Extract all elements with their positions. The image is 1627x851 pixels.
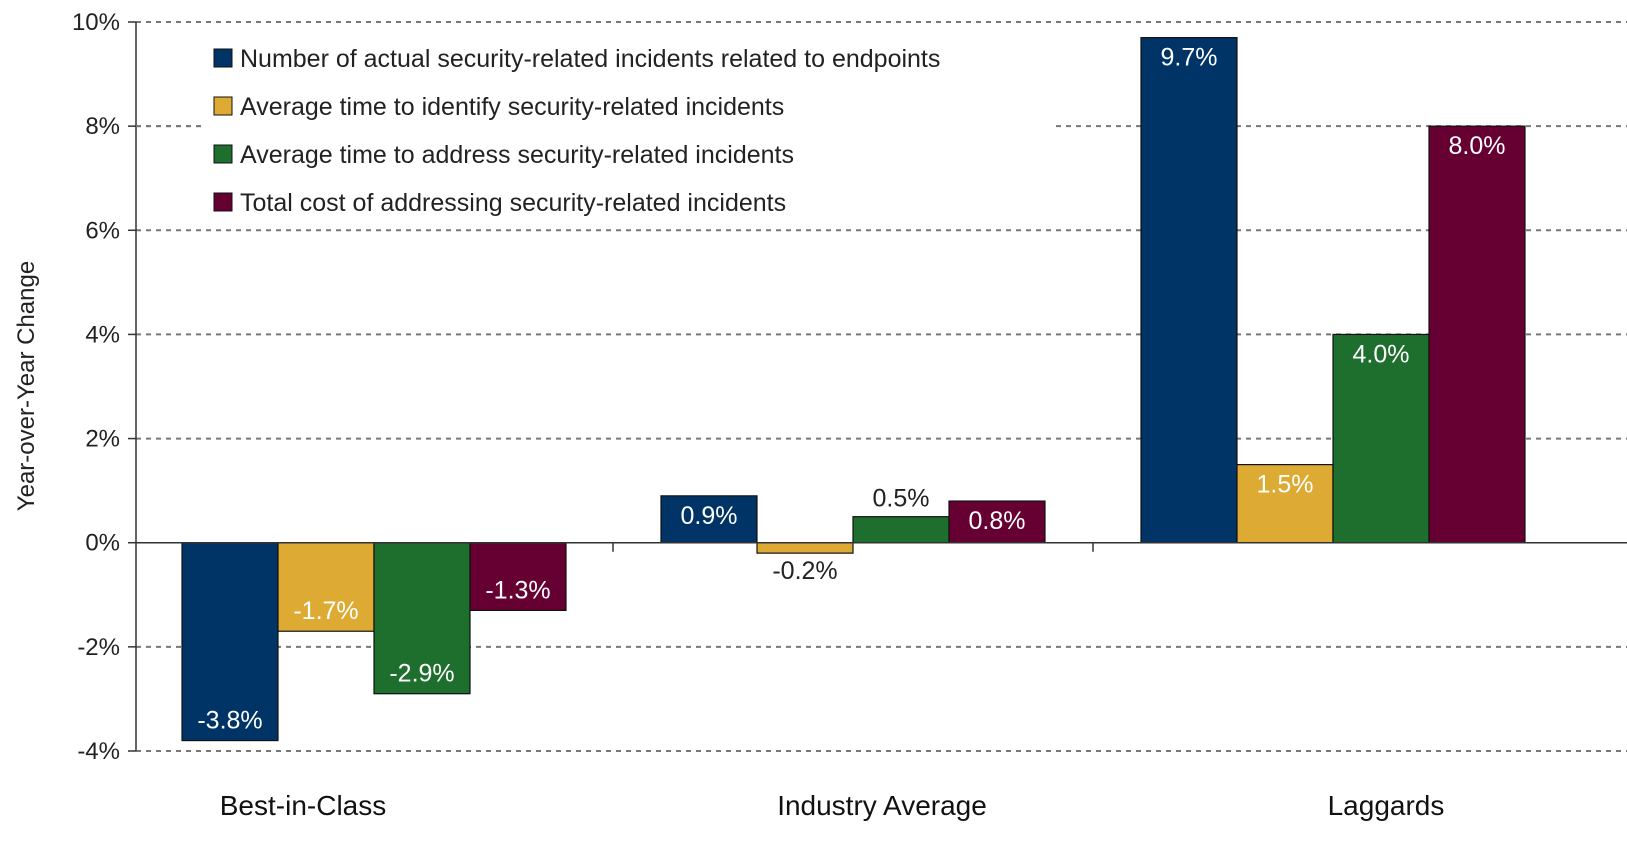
y-tick-label: 8% [85,113,120,140]
data-label: -2.9% [389,660,454,688]
y-tick-label: 2% [85,426,120,453]
y-tick-label: 0% [85,530,120,557]
x-category-label: Industry Average [777,790,987,821]
bar [756,542,854,554]
axis-layer: Year-over-Year Change 10% 8% 6% 4% 2% 0% -2% -4… [13,9,1627,821]
legend-label: Number of actual security-related incide… [240,45,940,73]
data-label: 4.0% [1353,340,1410,368]
x-category-label: Best-in-Class [220,790,386,821]
legend-swatch [213,192,233,212]
legend-swatch [213,144,233,164]
x-category-label: Laggards [1328,790,1445,821]
data-label: -1.3% [485,576,550,604]
legend-label: Total cost of addressing security-relate… [240,189,786,217]
bar [1140,37,1238,544]
bar [1428,125,1526,544]
y-tick-label: 10% [72,9,120,36]
data-label: 0.8% [969,507,1026,535]
data-label: -1.7% [293,597,358,625]
legend-label: Average time to identify security-relate… [240,93,784,121]
bar [852,516,950,544]
label-layer: -3.8% -1.7% -2.9% -1.3% 0.9% -0.2% 0.5% 0.8% 9.7… [197,44,1505,735]
data-label: 8.0% [1449,132,1506,160]
bar [1332,333,1430,544]
bar [948,500,1046,544]
y-axis-title: Year-over-Year Change [13,261,40,511]
data-label: 0.5% [873,485,930,513]
y-tick-label: 4% [85,321,120,348]
data-label: -3.8% [197,707,262,735]
bar [660,495,758,544]
legend-swatch [213,96,233,116]
y-tick-label: -4% [77,738,120,765]
legend-background [205,34,1055,222]
data-label: -0.2% [772,557,837,585]
legend-label: Average time to address security-related… [240,141,794,169]
y-tick-label: -2% [77,634,120,661]
bar-layer [181,37,1526,742]
data-label: 9.7% [1161,44,1218,72]
bar [1236,464,1334,544]
data-label: 1.5% [1257,471,1314,499]
bar [469,542,567,612]
data-label: 0.9% [681,502,738,530]
bar [373,542,471,695]
bar [181,542,279,742]
y-tick-label: 6% [85,217,120,244]
legend: Number of actual security-related incide… [136,34,1055,222]
legend-swatch [213,48,233,68]
